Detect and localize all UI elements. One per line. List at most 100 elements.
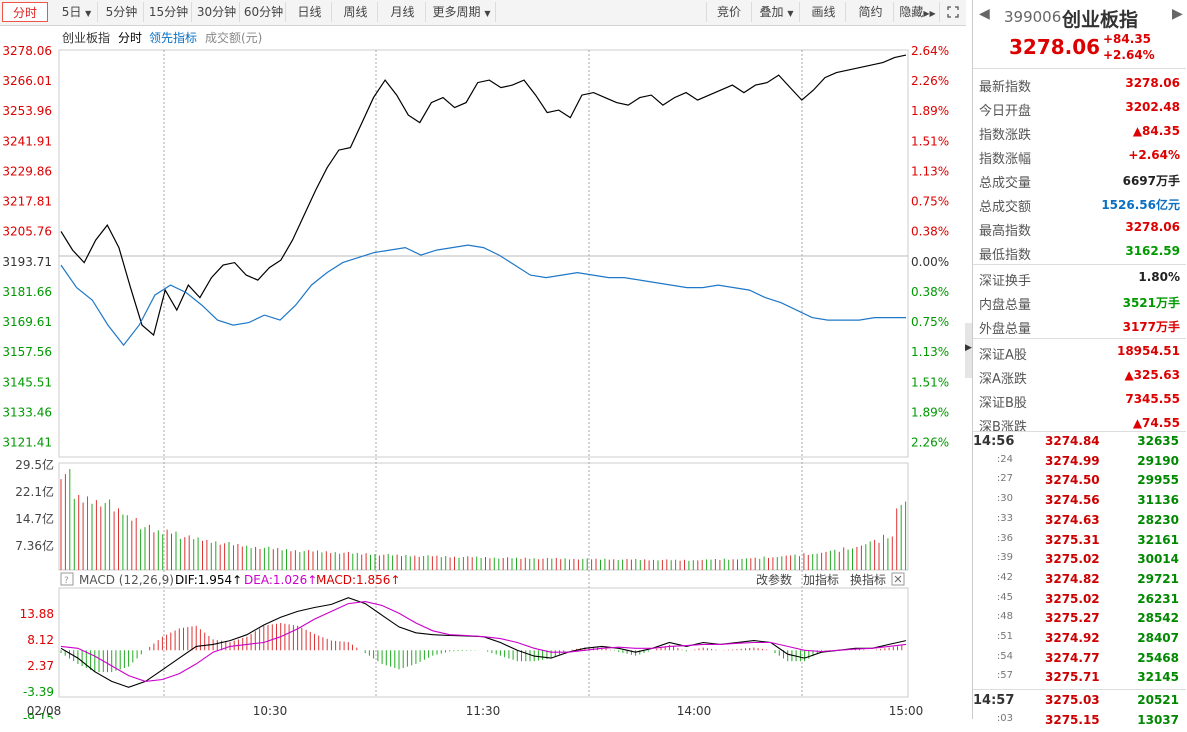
tick-price: 3274.50 [1045,473,1100,488]
change-params-link[interactable]: 改参数 [756,572,792,587]
tab-5min[interactable]: 5分钟 [100,2,144,22]
tick-time: :39 [996,552,1013,564]
time-tick-label: 11:30 [466,704,501,718]
overlay-button[interactable]: 叠加 ▼ [754,2,800,22]
stat-row: 指数涨幅 +2.64% [973,144,1186,168]
stat-label: 深证B股 [979,396,1027,411]
legend-lead-indicator[interactable]: 领先指标 [149,30,197,45]
volume-axis: 29.5亿 22.1亿 14.7亿 7.36亿 [15,457,54,553]
price-tick-label: 3133.46 [2,405,52,419]
tab-daily[interactable]: 日线 [288,2,332,22]
prev-arrow-icon[interactable]: ◀ [979,6,990,22]
stat-value: 3162.59 [1125,244,1180,258]
tick-volume: 29190 [1137,453,1179,468]
pct-tick-label: 2.64% [911,44,949,58]
tick-price: 3274.82 [1045,571,1100,586]
tab-monthly[interactable]: 月线 [380,2,426,22]
stat-label: 深A涨跌 [979,372,1027,387]
tick-time: 14:56 [973,434,1015,449]
overlay-label: 叠加 [759,5,784,19]
lead-indicator-line [60,244,906,347]
price-axis-left: 3278.06 3266.01 3253.96 3241.91 3229.86 3217.… [2,44,52,450]
next-arrow-icon[interactable]: ▶ [1172,6,1183,22]
price-tick-label: 3241.91 [2,134,52,148]
stat-value: 3177万手 [1122,320,1180,334]
tick-row: :24 3274.99 29190 [973,454,1186,474]
macd-dea-line [60,601,907,682]
stat-value: 3278.06 [1125,220,1180,234]
price-tick-label: 3205.76 [2,225,52,239]
tick-row: :03 3275.15 13037 [973,713,1186,732]
stat-row: 深A涨跌 ▲325.63 [973,364,1186,388]
price-tick-label: 3193.71 [2,255,52,269]
double-arrow-icon: ▶▶ [923,9,936,18]
price-lines [60,54,907,347]
hide-button[interactable]: 隐藏▶▶ [896,2,940,22]
tick-volume: 29721 [1137,571,1179,586]
add-indicator-link[interactable]: 加指标 [803,572,839,587]
tick-time: :54 [996,650,1013,662]
collapse-handle[interactable]: ▶ [965,323,972,378]
quote-change: +84.35 [1103,32,1152,46]
fullscreen-icon[interactable] [943,2,963,22]
stat-label: 最高指数 [979,224,1032,239]
time-tick-label: 02/08 [27,704,62,718]
tick-time: :48 [996,611,1013,623]
simple-button[interactable]: 简约 [848,2,894,22]
volume-panel-border [58,462,909,571]
volume-bars [60,469,907,570]
draw-button[interactable]: 画线 [802,2,846,22]
price-tick-label: 3157.56 [2,345,52,359]
pct-tick-label: 1.51% [911,134,949,148]
stat-row: 总成交量 6697万手 [973,168,1186,192]
tick-volume: 32635 [1137,434,1179,448]
volume-tick-label: 14.7亿 [15,511,54,526]
macd-tick-label: 2.37 [27,659,54,673]
tick-row: :48 3275.27 28542 [973,611,1186,631]
tick-time: :42 [996,571,1013,583]
pct-tick-label: 0.38% [911,285,949,299]
chevron-down-icon: ▼ [484,9,491,18]
price-tick-label: 3217.81 [2,195,52,209]
pct-tick-label: 2.26% [911,74,949,88]
divider [973,264,1186,265]
pct-tick-label: 0.00% [911,255,949,269]
tick-time: :24 [996,453,1013,465]
tick-time: :51 [996,631,1013,642]
tick-row: :30 3274.56 31136 [973,493,1186,513]
help-icon[interactable] [60,572,74,586]
stat-row: 深B涨跌 ▲74.55 [973,412,1186,436]
tick-volume: 30014 [1137,552,1179,567]
stat-value: ▲84.35 [1132,124,1180,138]
period-toolbar: 分时 5日 ▼ 5分钟 15分钟 30分钟 60分钟 日线 周线 月线 更多周期… [0,0,966,26]
tab-weekly[interactable]: 周线 [334,2,378,22]
tick-price: 3275.27 [1045,611,1100,626]
switch-indicator-link[interactable]: 换指标 [850,572,886,587]
tab-more-periods[interactable]: 更多周期 ▼ [428,2,496,22]
price-panel-border [58,49,909,458]
quote-price: 3278.06 [1009,35,1101,59]
close-icon[interactable] [891,572,905,586]
tab-15min[interactable]: 15分钟 [146,2,192,22]
stat-label: 最低指数 [979,248,1032,263]
tab-5day[interactable]: 5日 ▼ [56,2,98,22]
tab-30min[interactable]: 30分钟 [194,2,240,22]
tick-row: 14:56 3274.84 32635 [973,434,1186,454]
stat-value: 3278.06 [1125,76,1180,90]
tick-row: :36 3275.31 32161 [973,533,1186,553]
macd-lines [60,597,907,688]
tick-price: 3275.71 [1045,670,1100,685]
pct-tick-label: 1.89% [911,104,949,118]
stat-value: ▲74.55 [1132,416,1180,430]
tick-time: :45 [996,591,1013,603]
auction-button[interactable]: 竞价 [706,2,752,22]
stat-label: 深证换手 [979,274,1032,289]
legend-index-name: 创业板指 [62,30,110,45]
stat-row: 最低指数 3162.59 [973,240,1186,264]
tick-volume: 28407 [1137,631,1179,645]
tab-timeshare[interactable]: 分时 [2,2,48,22]
stat-row: 最高指数 3278.06 [973,216,1186,240]
tab-60min[interactable]: 60分钟 [242,2,286,22]
stat-value: 3202.48 [1125,100,1180,114]
tick-time: :27 [996,473,1013,485]
